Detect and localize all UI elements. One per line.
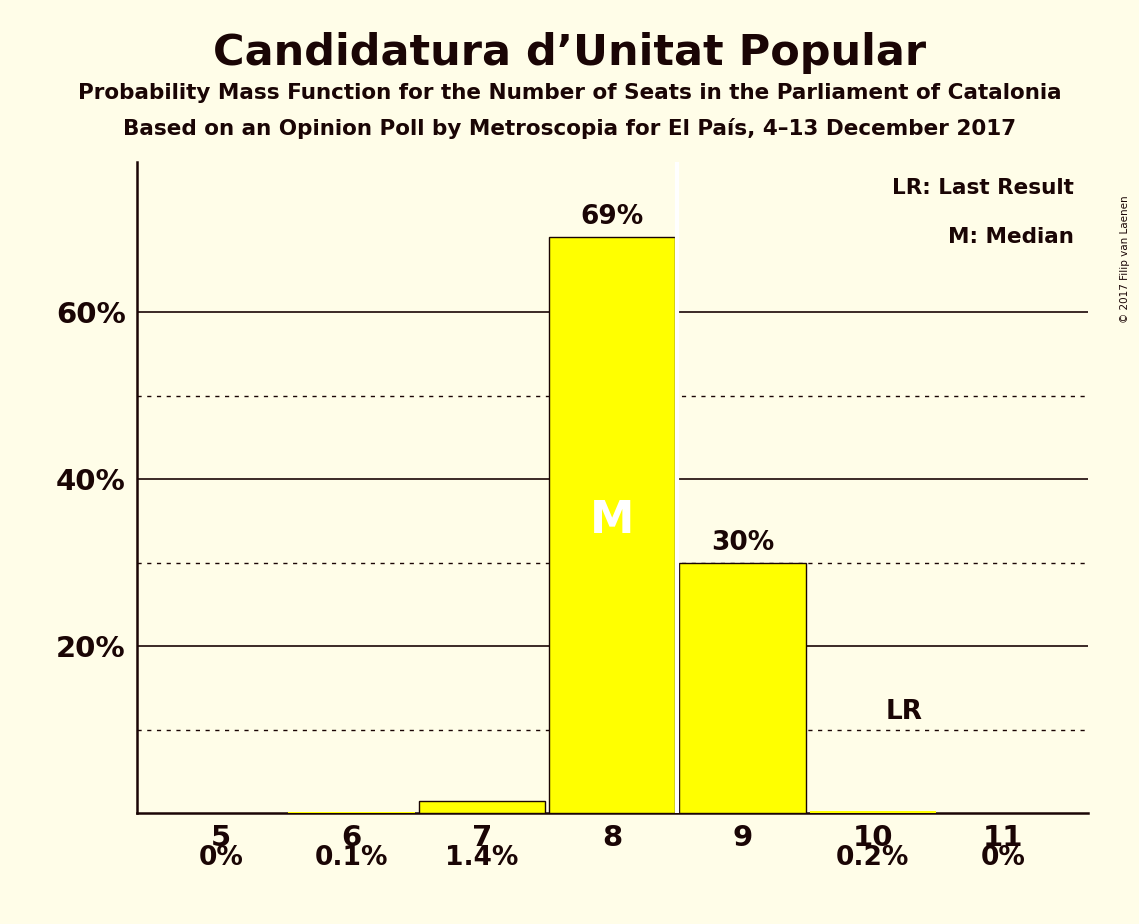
Bar xyxy=(810,811,936,813)
Text: 0%: 0% xyxy=(199,845,244,870)
Bar xyxy=(549,237,675,813)
Bar xyxy=(679,563,805,813)
Text: 1.4%: 1.4% xyxy=(445,845,518,870)
Text: 0.2%: 0.2% xyxy=(836,845,909,870)
Text: 0%: 0% xyxy=(981,845,1025,870)
Text: LR: Last Result: LR: Last Result xyxy=(892,178,1073,198)
Text: 30%: 30% xyxy=(711,529,775,556)
Text: Based on an Opinion Poll by Metroscopia for El País, 4–13 December 2017: Based on an Opinion Poll by Metroscopia … xyxy=(123,118,1016,140)
Text: 0.1%: 0.1% xyxy=(314,845,388,870)
Text: 69%: 69% xyxy=(581,204,644,230)
Text: LR: LR xyxy=(886,699,923,725)
Text: Probability Mass Function for the Number of Seats in the Parliament of Catalonia: Probability Mass Function for the Number… xyxy=(77,83,1062,103)
Text: M: Median: M: Median xyxy=(948,226,1073,247)
Bar xyxy=(549,237,675,813)
Text: M: M xyxy=(590,499,634,542)
Text: © 2017 Filip van Laenen: © 2017 Filip van Laenen xyxy=(1121,195,1130,322)
Bar xyxy=(679,563,805,813)
Text: Candidatura d’Unitat Popular: Candidatura d’Unitat Popular xyxy=(213,32,926,74)
Bar xyxy=(419,801,546,813)
Bar xyxy=(419,801,546,813)
